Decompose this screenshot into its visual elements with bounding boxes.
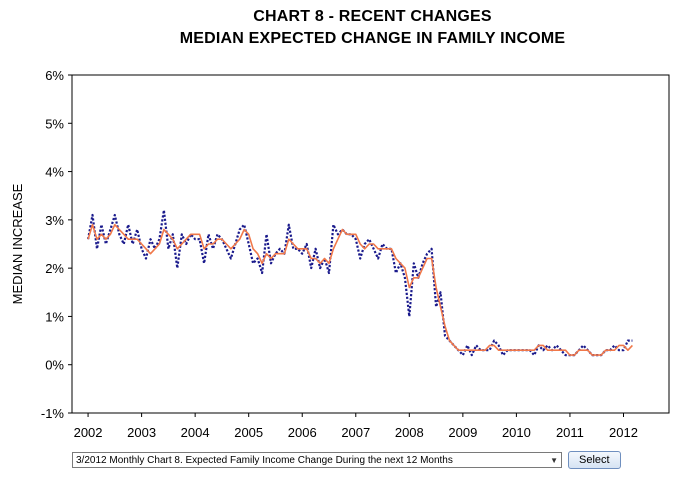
series-layer [87, 209, 633, 357]
chart-subtitle: MEDIAN EXPECTED CHANGE IN FAMILY INCOME [179, 30, 566, 47]
y-axis-label: MEDIAN INCREASE [10, 183, 25, 304]
series-line-solid [87, 223, 633, 356]
x-tick-label: 2009 [448, 425, 477, 440]
x-tick-label: 2008 [395, 425, 424, 440]
y-tick-label: 3% [45, 213, 64, 228]
y-tick-label: 1% [45, 309, 64, 324]
x-axis: 2002 2003 2004 2005 2006 2007 2008 2009 2010 2011… [74, 413, 638, 440]
y-axis: -1% 0% 1% 2% 3% 4% 5% 6% [41, 68, 72, 421]
series-line-dotted [87, 209, 633, 357]
chart-select-value: 3/2012 Monthly Chart 8. Expected Family … [76, 454, 453, 466]
x-tick-label: 2005 [234, 425, 263, 440]
y-tick-label: 2% [45, 261, 64, 276]
x-tick-label: 2002 [74, 425, 103, 440]
x-tick-label: 2006 [288, 425, 317, 440]
x-tick-label: 2003 [127, 425, 156, 440]
chart-title: CHART 8 - RECENT CHANGES [253, 8, 492, 25]
chart-selector-bar: 3/2012 Monthly Chart 8. Expected Family … [72, 451, 621, 469]
x-tick-label: 2011 [556, 425, 584, 440]
y-tick-label: 5% [45, 116, 64, 131]
chart-select-dropdown[interactable]: 3/2012 Monthly Chart 8. Expected Family … [72, 452, 562, 468]
x-tick-label: 2012 [609, 425, 638, 440]
y-tick-label: 6% [45, 68, 64, 83]
y-tick-label: 4% [45, 165, 64, 180]
select-button[interactable]: Select [568, 451, 621, 469]
x-tick-label: 2007 [341, 425, 370, 440]
y-tick-label: -1% [41, 406, 65, 421]
y-tick-label: 0% [45, 358, 64, 373]
x-tick-label: 2004 [181, 425, 210, 440]
chevron-down-icon[interactable]: ▼ [550, 455, 558, 465]
x-tick-label: 2010 [502, 425, 531, 440]
